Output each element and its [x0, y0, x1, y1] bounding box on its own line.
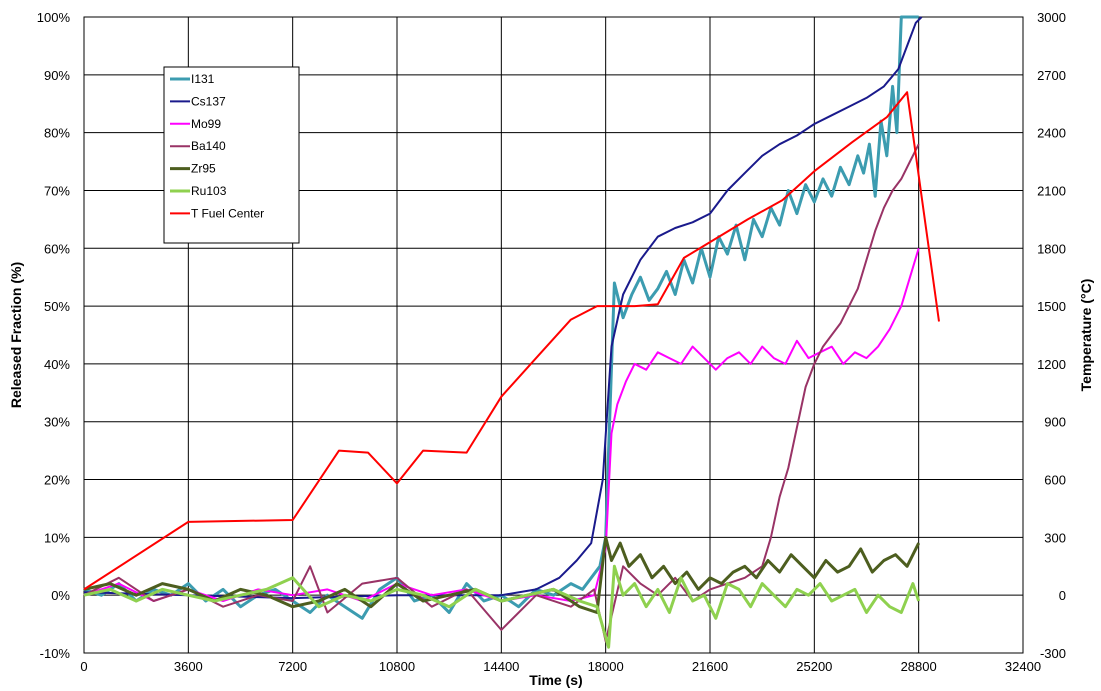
y2-tick-label: -300	[1040, 646, 1066, 661]
series-line-zr95	[83, 535, 921, 614]
y2-tick-label: 2100	[1037, 183, 1066, 198]
x-axis-title: Time (s)	[529, 672, 582, 688]
x-tick-label: 32400	[1005, 659, 1041, 674]
legend: I131 Cs137 Mo99 Ba140 Zr95 Ru103 T Fuel Center	[163, 66, 300, 244]
y2-tick-label: 600	[1044, 473, 1066, 488]
series-line-i131	[83, 15, 919, 620]
x-tick-label: 28800	[901, 659, 937, 674]
y-tick-label: 50%	[44, 299, 70, 314]
y-tick-label: 70%	[44, 183, 70, 198]
legend-label: Mo99	[191, 117, 221, 131]
y-tick-label: -10%	[40, 646, 71, 661]
x-tick-label: 7200	[278, 659, 307, 674]
y2-tick-label: 1200	[1037, 357, 1066, 372]
y2-tick-label: 0	[1059, 588, 1066, 603]
y-tick-label: 60%	[44, 241, 70, 256]
series-group	[83, 15, 940, 649]
series-line-cs137	[83, 16, 923, 600]
legend-label: Ba140	[191, 139, 226, 153]
tick-labels: 0 3600 7200 10800 14400 18000 21600 25200 28800 3…	[37, 10, 1066, 674]
y-tick-label: 30%	[44, 415, 70, 430]
x-tick-label: 25200	[796, 659, 832, 674]
y2-tick-label: 3000	[1037, 10, 1066, 25]
y2-tick-label: 2400	[1037, 126, 1066, 141]
legend-label: I131	[191, 72, 215, 86]
x-tick-label: 14400	[483, 659, 519, 674]
y2-axis-title: Temperature (°C)	[1078, 279, 1094, 392]
y-tick-label: 10%	[44, 530, 70, 545]
series-line-t-fuel-center	[83, 91, 940, 591]
y-tick-label: 100%	[37, 10, 71, 25]
legend-label: Cs137	[191, 94, 226, 108]
legend-label: Ru103	[191, 184, 227, 198]
y-tick-label: 0%	[51, 588, 70, 603]
y2-tick-label: 1800	[1037, 241, 1066, 256]
y-tick-label: 90%	[44, 68, 70, 83]
y2-tick-label: 2700	[1037, 68, 1066, 83]
y2-tick-label: 1500	[1037, 299, 1066, 314]
x-tick-label: 18000	[588, 659, 624, 674]
y-tick-label: 80%	[44, 126, 70, 141]
y2-tick-label: 900	[1044, 415, 1066, 430]
legend-label: T Fuel Center	[191, 206, 264, 220]
y2-tick-label: 300	[1044, 530, 1066, 545]
x-tick-label: 10800	[379, 659, 415, 674]
y-tick-label: 40%	[44, 357, 70, 372]
y-axis-title: Released Fraction (%)	[8, 262, 24, 408]
x-tick-label: 3600	[174, 659, 203, 674]
x-tick-label: 21600	[692, 659, 728, 674]
series-line-ru103	[83, 564, 921, 649]
y-tick-label: 20%	[44, 473, 70, 488]
legend-label: Zr95	[191, 162, 216, 176]
x-tick-label: 0	[80, 659, 87, 674]
